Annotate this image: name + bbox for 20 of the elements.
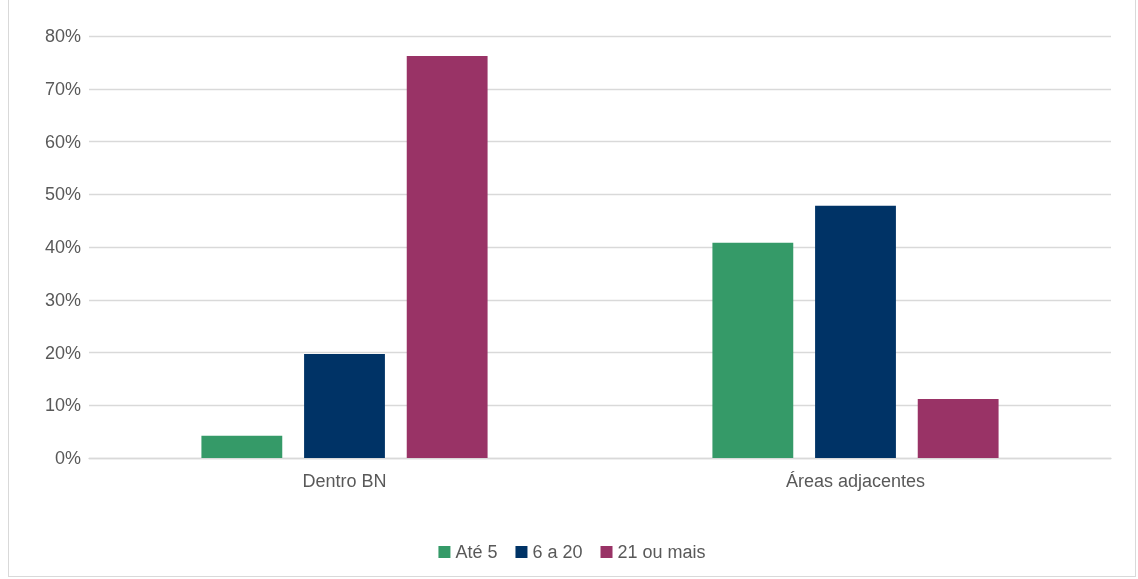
y-tick-label: 80% xyxy=(44,26,81,46)
y-tick-label: 40% xyxy=(44,237,81,257)
y-tick-label: 70% xyxy=(44,78,81,99)
bar xyxy=(201,435,283,458)
bar xyxy=(917,398,999,458)
legend-label: 21 ou mais xyxy=(617,542,706,562)
y-tick-label: 20% xyxy=(44,342,81,363)
y-tick-label: 0% xyxy=(54,448,81,468)
legend-label: Até 5 xyxy=(455,542,498,562)
x-tick-label: Dentro BN xyxy=(302,471,387,491)
bar xyxy=(304,354,385,458)
bar xyxy=(712,242,794,458)
y-tick-label: 30% xyxy=(44,289,81,310)
x-tick-label: Áreas adjacentes xyxy=(785,471,926,491)
bar xyxy=(406,56,488,458)
y-tick-label: 10% xyxy=(44,395,81,416)
y-tick-label: 50% xyxy=(44,184,81,205)
legend-label: 6 a 20 xyxy=(532,542,583,562)
bar xyxy=(815,205,896,458)
y-tick-label: 60% xyxy=(44,131,81,152)
